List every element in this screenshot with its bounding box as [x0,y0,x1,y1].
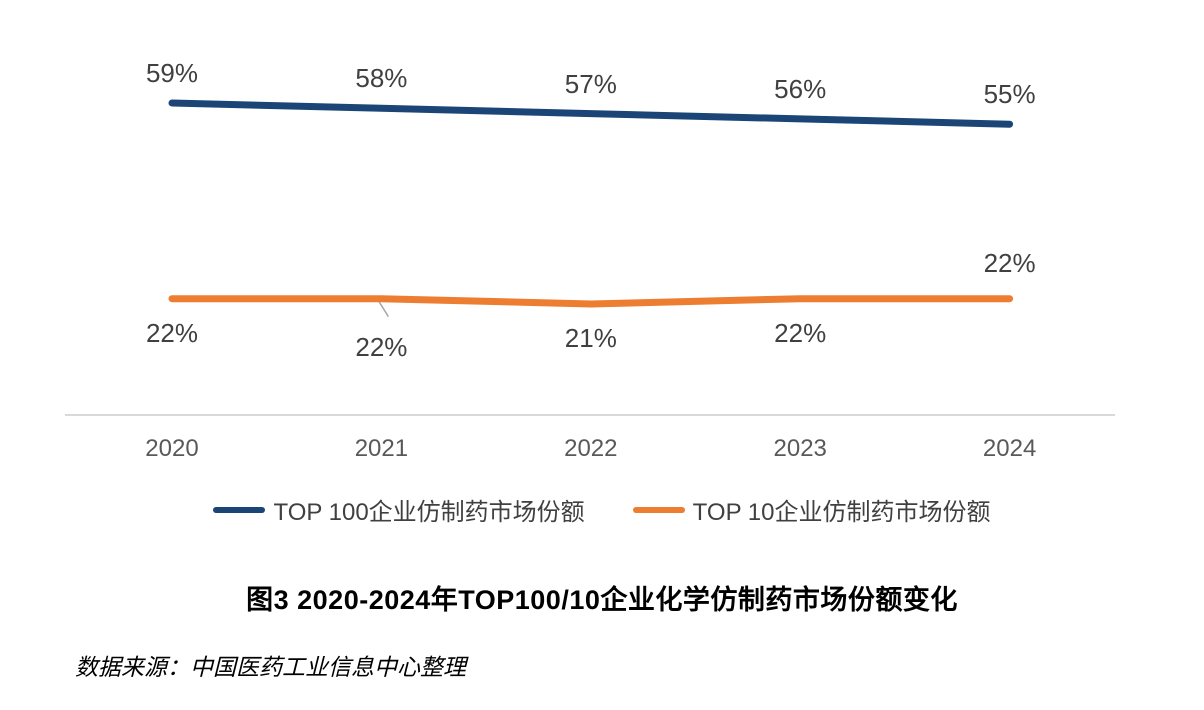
legend-label-top100: TOP 100企业仿制药市场份额 [273,499,585,526]
series-line-top10 [168,295,1014,308]
chart-title: 图3 2020-2024年TOP100/10企业化学仿制药市场份额变化 [246,585,958,615]
legend-swatch-top10 [632,506,685,513]
legend-label-top10: TOP 10企业仿制药市场份额 [692,499,991,526]
data-label-top100-2021: 58% [355,63,408,94]
axis-tick-label-2021: 2021 [354,435,409,462]
data-label-top10-2023: 22% [774,317,827,348]
data-source-note: 数据来源：中国医药工业信息中心整理 [75,654,466,680]
axis-tick-label-2024: 2024 [982,435,1037,462]
series-line-top100 [168,99,1014,128]
axis-tick-label-2020: 2020 [145,435,199,462]
data-label-top10-2020: 22% [145,317,199,348]
axis-tick-label-2023: 2023 [773,435,827,462]
legend-swatch-top100 [213,506,266,513]
label-leader-line [377,300,390,318]
chart-legend: TOP 100企业仿制药市场份额 TOP 10企业仿制药市场份额 [0,492,1204,527]
data-label-top10-2021: 22% [355,331,408,362]
legend-item-top100: TOP 100企业仿制药市场份额 [213,492,585,527]
data-label-top10-2022: 21% [564,322,617,353]
data-label-top100-2023: 56% [774,73,827,104]
data-label-top100-2022: 57% [564,68,617,99]
data-label-top100-2020: 59% [145,58,199,88]
legend-item-top10: TOP 10企业仿制药市场份额 [632,492,991,527]
axis-tick-label-2022: 2022 [564,435,618,462]
data-label-top100-2024: 55% [983,79,1036,110]
data-label-top10-2024: 22% [983,247,1036,278]
